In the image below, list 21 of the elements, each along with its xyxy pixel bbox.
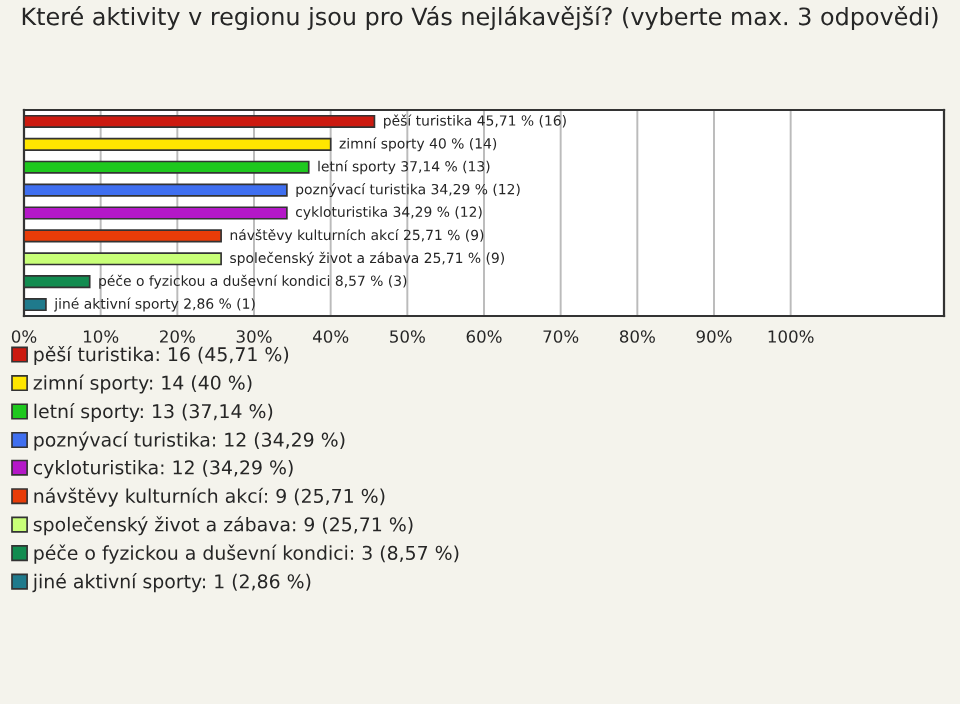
x-tick-label: 10% (83, 330, 119, 343)
x-tick-label: 50% (390, 330, 425, 343)
legend-label: pěší turistika: 16 (45,71 %) (34, 346, 289, 366)
x-tick-label: 100% (768, 330, 814, 343)
legend-label: péče o fyzickou a duševní kondici: 3 (8,57 %) (34, 544, 459, 564)
x-tick-label: 90% (696, 330, 732, 343)
legend-label: společenský život a zábava: 9 (25,71 %) (33, 516, 413, 536)
x-tick-label: 80% (619, 330, 655, 343)
legend-label: jiné aktivní sporty: 1 (2,86 %) (32, 573, 311, 593)
legend-label: zimní sporty: 14 (40 %) (33, 374, 252, 394)
legend-label: návštěvy kulturních akcí: 9 (25,71 %) (34, 487, 385, 507)
x-tick-label: 30% (236, 330, 272, 343)
chart-title: Které aktivity v regionu jsou pro Vás nejlákavější? (vyberte max. 3 odpovědi) (22, 6, 938, 31)
legend-label: cykloturistika: 12 (34,29 %) (33, 459, 293, 479)
x-tick-label: 0% (11, 330, 37, 343)
legend-label: poznývací turistika: 12 (34,29 %) (34, 431, 345, 451)
x-tick-label: 20% (160, 330, 195, 343)
x-tick-label: 60% (466, 330, 502, 343)
x-tick-label: 70% (543, 330, 579, 343)
legend-label: letní sporty: 13 (37,14 %) (34, 402, 273, 422)
x-tick-label: 40% (312, 330, 349, 343)
